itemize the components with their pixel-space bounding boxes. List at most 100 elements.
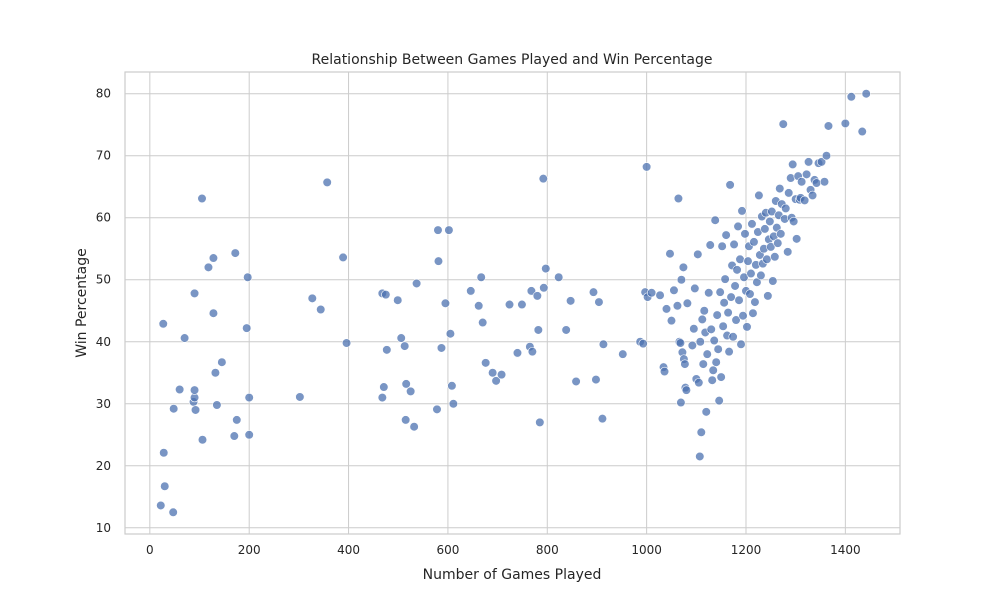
- data-point: [445, 329, 456, 339]
- data-point: [768, 276, 778, 286]
- data-point: [784, 188, 794, 198]
- data-point: [840, 118, 850, 129]
- plot-frame: [124, 71, 901, 535]
- data-point: [512, 348, 523, 358]
- data-point: [736, 339, 746, 349]
- data-point: [535, 417, 545, 427]
- data-point: [159, 448, 169, 458]
- data-point: [208, 308, 219, 318]
- y-tick-label: 10: [96, 521, 111, 535]
- data-point: [322, 177, 332, 187]
- data-point: [846, 92, 856, 102]
- data-point: [729, 239, 739, 249]
- data-point: [189, 385, 200, 395]
- data-point: [676, 397, 686, 408]
- data-point: [571, 376, 581, 387]
- data-point: [672, 301, 683, 311]
- data-point: [734, 295, 744, 305]
- data-point: [675, 338, 686, 348]
- data-point: [773, 238, 783, 248]
- data-point: [217, 357, 227, 367]
- data-point: [733, 221, 743, 232]
- data-point: [232, 415, 242, 425]
- data-point: [857, 126, 867, 137]
- data-point: [393, 295, 403, 305]
- data-point: [748, 308, 758, 318]
- data-point: [726, 292, 736, 302]
- data-point: [711, 357, 721, 367]
- data-point: [208, 253, 219, 263]
- data-point: [738, 311, 748, 321]
- data-point: [533, 325, 543, 335]
- data-point: [717, 241, 727, 251]
- data-point: [713, 344, 723, 354]
- data-point: [381, 290, 391, 300]
- data-point: [538, 174, 548, 184]
- data-point: [655, 290, 665, 300]
- data-point: [680, 359, 690, 369]
- data-point: [661, 304, 672, 314]
- data-point: [710, 215, 720, 225]
- data-point: [669, 285, 679, 295]
- data-point: [743, 256, 753, 266]
- data-point: [401, 379, 411, 389]
- data-point: [742, 322, 752, 332]
- data-point: [659, 366, 670, 377]
- data-point: [203, 262, 214, 272]
- data-point: [447, 381, 457, 391]
- data-point: [379, 382, 389, 392]
- data-point: [714, 396, 724, 406]
- data-point: [704, 288, 714, 298]
- data-point: [706, 324, 716, 334]
- data-point: [338, 252, 348, 263]
- data-point: [169, 404, 179, 414]
- data-point: [732, 265, 742, 275]
- data-point: [230, 248, 240, 258]
- y-tick-label: 60: [96, 211, 111, 225]
- data-point: [160, 481, 170, 491]
- data-point: [778, 119, 788, 129]
- data-point: [594, 297, 604, 307]
- data-point: [433, 256, 444, 266]
- data-point: [802, 169, 812, 179]
- data-point: [749, 237, 759, 247]
- y-tick-label: 30: [96, 397, 111, 411]
- data-point: [687, 340, 697, 351]
- data-point: [702, 349, 712, 359]
- data-point: [591, 374, 601, 385]
- data-point: [566, 296, 576, 306]
- data-point: [747, 219, 757, 229]
- data-point: [409, 422, 419, 432]
- data-point: [561, 325, 571, 335]
- data-point: [797, 177, 807, 187]
- data-point: [737, 206, 747, 216]
- data-point: [745, 289, 755, 299]
- x-tick-labels: 0 200 400 600 800 1000 1200 1400: [146, 543, 861, 557]
- data-point: [716, 372, 726, 382]
- data-point: [448, 399, 458, 409]
- scatter-points: [156, 89, 871, 517]
- data-point: [728, 332, 738, 342]
- data-point: [539, 283, 549, 293]
- y-tick-label: 80: [96, 87, 111, 101]
- data-point: [432, 404, 442, 414]
- data-point: [681, 385, 691, 395]
- data-point: [244, 392, 254, 403]
- x-tick-label: 1000: [631, 543, 662, 557]
- data-point: [800, 195, 810, 205]
- data-point: [819, 177, 830, 187]
- y-axis-label: Win Percentage: [74, 248, 90, 358]
- data-point: [746, 268, 756, 279]
- x-tick-label: 200: [238, 543, 261, 557]
- data-point: [697, 314, 707, 325]
- data-point: [618, 349, 628, 359]
- data-point: [803, 157, 814, 167]
- data-point: [554, 272, 564, 282]
- y-tick-label: 40: [96, 335, 111, 349]
- data-point: [401, 415, 411, 425]
- data-point: [792, 234, 802, 244]
- data-point: [440, 298, 451, 308]
- data-point: [647, 288, 657, 298]
- data-point: [816, 157, 827, 167]
- x-tick-label: 0: [146, 543, 154, 557]
